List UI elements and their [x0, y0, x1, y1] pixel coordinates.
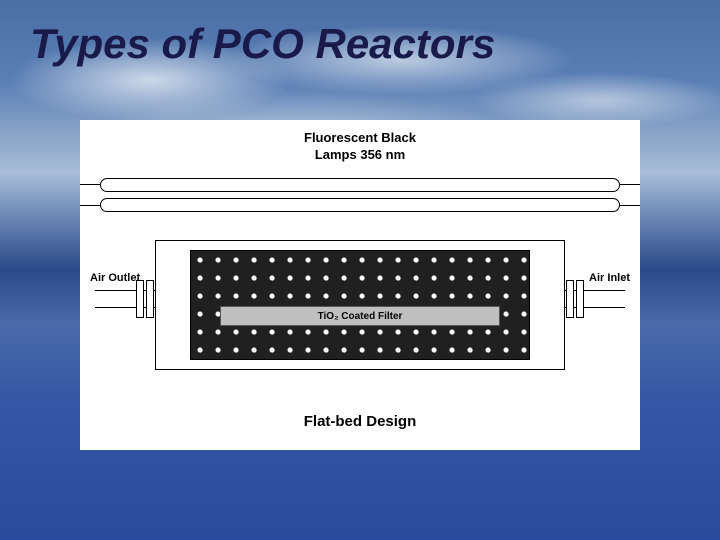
slide-title: Types of PCO Reactors [30, 20, 495, 68]
design-label: Flat-bed Design [80, 413, 640, 430]
reactor-diagram: Fluorescent Black Lamps 356 nm Air Outle… [80, 120, 640, 450]
lamp-lead-left-2 [80, 205, 100, 206]
lamp-lead-right-1 [620, 184, 640, 185]
tio2-label-bar: TiO₂ Coated Filter [220, 306, 500, 326]
lamp-tube-2 [100, 198, 620, 212]
flange-right-outer [576, 280, 584, 318]
lamp-lead-left-1 [80, 184, 100, 185]
air-inlet-tube [565, 290, 625, 308]
flange-left-outer [136, 280, 144, 318]
lamp-label: Fluorescent Black Lamps 356 nm [80, 130, 640, 164]
tio2-label-text: TiO₂ Coated Filter [318, 311, 403, 322]
coated-filter [190, 250, 530, 360]
flange-left-inner [146, 280, 154, 318]
lamp-label-line2: Lamps 356 nm [315, 147, 405, 162]
lamp-tube-1 [100, 178, 620, 192]
flange-right-inner [566, 280, 574, 318]
lamp-label-line1: Fluorescent Black [304, 130, 416, 145]
air-outlet-label: Air Outlet [90, 272, 140, 284]
lamp-lead-right-2 [620, 205, 640, 206]
air-inlet-label: Air Inlet [589, 272, 630, 284]
